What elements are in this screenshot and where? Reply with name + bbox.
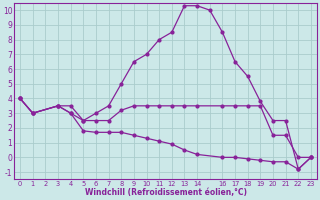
X-axis label: Windchill (Refroidissement éolien,°C): Windchill (Refroidissement éolien,°C) — [84, 188, 246, 197]
